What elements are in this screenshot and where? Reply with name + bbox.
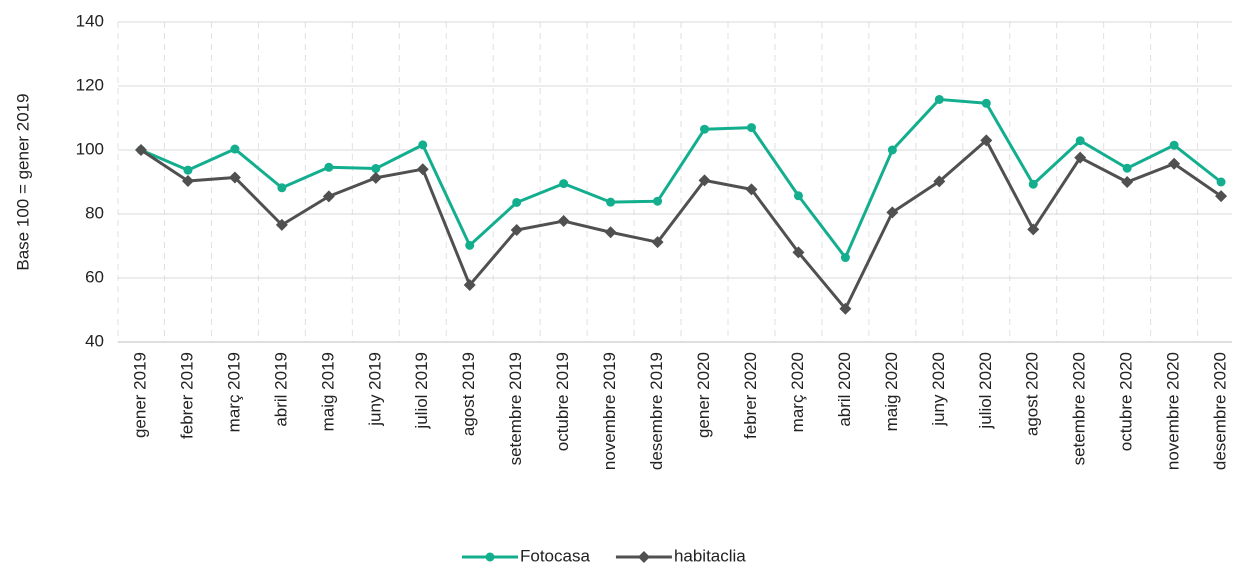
data-point bbox=[886, 206, 899, 219]
y-tick-label: 140 bbox=[76, 11, 104, 30]
data-point bbox=[1169, 140, 1179, 150]
legend-marker bbox=[637, 551, 650, 563]
data-point bbox=[181, 175, 194, 188]
x-tick-label: octubre 2019 bbox=[553, 352, 572, 451]
legend-item: habitaclia bbox=[615, 546, 746, 565]
x-tick-label: juliol 2019 bbox=[412, 352, 431, 430]
data-point bbox=[557, 215, 570, 228]
data-point bbox=[1168, 157, 1181, 170]
y-tick-label: 80 bbox=[85, 203, 104, 222]
y-tick-label: 100 bbox=[76, 139, 104, 158]
data-point bbox=[746, 123, 756, 133]
series-line bbox=[140, 97, 1223, 260]
data-point bbox=[465, 240, 475, 250]
series bbox=[135, 134, 1228, 315]
legend-label: Fotocasa bbox=[520, 546, 590, 565]
data-point bbox=[510, 224, 523, 236]
y-tick-label: 60 bbox=[85, 267, 104, 286]
data-point bbox=[887, 145, 897, 155]
data-point bbox=[1215, 190, 1228, 203]
data-point bbox=[745, 183, 758, 196]
data-point bbox=[698, 174, 711, 187]
data-point bbox=[700, 124, 710, 134]
data-point bbox=[606, 197, 616, 207]
data-point bbox=[793, 191, 803, 201]
data-point bbox=[981, 98, 991, 108]
data-point bbox=[559, 179, 569, 189]
x-tick-label: setembre 2019 bbox=[506, 352, 525, 465]
x-tick-label: setembre 2020 bbox=[1070, 352, 1089, 465]
data-point bbox=[839, 302, 852, 315]
data-point bbox=[135, 144, 147, 156]
data-point bbox=[604, 226, 617, 239]
data-point bbox=[1028, 179, 1038, 189]
data-point bbox=[369, 171, 382, 184]
series-line bbox=[140, 138, 1222, 311]
data-point bbox=[463, 279, 476, 292]
x-tick-label: juliol 2020 bbox=[976, 352, 995, 430]
data-point bbox=[371, 164, 381, 174]
x-tick-label: maig 2019 bbox=[318, 352, 337, 431]
x-tick-label: juny 2020 bbox=[929, 352, 948, 427]
x-tick-label: febrer 2020 bbox=[741, 352, 760, 439]
x-tick-label: octubre 2020 bbox=[1117, 352, 1136, 451]
data-point bbox=[275, 218, 288, 231]
data-point bbox=[1122, 163, 1132, 173]
x-tick-label: juny 2019 bbox=[365, 352, 384, 427]
data-point bbox=[324, 162, 334, 172]
data-point bbox=[840, 253, 850, 263]
data-point bbox=[651, 236, 664, 249]
x-tick-label: gener 2019 bbox=[130, 352, 149, 438]
data-point bbox=[1216, 177, 1226, 187]
x-tick-label: agost 2019 bbox=[459, 352, 478, 436]
data-point bbox=[792, 246, 805, 259]
data-point bbox=[1075, 136, 1085, 146]
x-tick-label: agost 2020 bbox=[1023, 352, 1042, 436]
y-axis-label: Base 100 = gener 2019 bbox=[13, 93, 32, 270]
legend-label: habitaclia bbox=[674, 546, 746, 565]
x-tick-label: febrer 2019 bbox=[177, 352, 196, 439]
data-point bbox=[228, 171, 241, 184]
data-point bbox=[183, 165, 193, 175]
x-tick-label: desembre 2019 bbox=[647, 352, 666, 470]
data-point bbox=[933, 175, 946, 188]
x-tick-label: gener 2020 bbox=[694, 352, 713, 438]
x-tick-label: maig 2020 bbox=[882, 352, 901, 431]
data-point bbox=[512, 197, 522, 207]
data-point bbox=[653, 196, 663, 206]
legend-marker bbox=[485, 552, 495, 562]
x-tick-label: abril 2020 bbox=[835, 352, 854, 427]
data-point bbox=[230, 144, 240, 154]
y-tick-label: 40 bbox=[85, 331, 104, 350]
data-point bbox=[1074, 151, 1087, 164]
data-point bbox=[277, 183, 287, 193]
x-tick-label: març 2019 bbox=[224, 352, 243, 432]
data-point bbox=[1121, 176, 1134, 188]
data-point bbox=[416, 163, 429, 176]
data-point bbox=[418, 140, 428, 150]
data-point bbox=[322, 190, 335, 203]
x-tick-label: desembre 2020 bbox=[1211, 352, 1230, 470]
data-point bbox=[934, 94, 944, 104]
data-point bbox=[1027, 223, 1040, 236]
x-tick-label: novembre 2020 bbox=[1164, 352, 1183, 470]
x-tick-label: abril 2019 bbox=[271, 352, 290, 427]
data-point bbox=[980, 134, 993, 147]
legend-item: Fotocasa bbox=[462, 546, 590, 565]
x-tick-label: novembre 2019 bbox=[600, 352, 619, 470]
x-tick-label: març 2020 bbox=[788, 352, 807, 432]
y-tick-label: 120 bbox=[76, 75, 104, 94]
